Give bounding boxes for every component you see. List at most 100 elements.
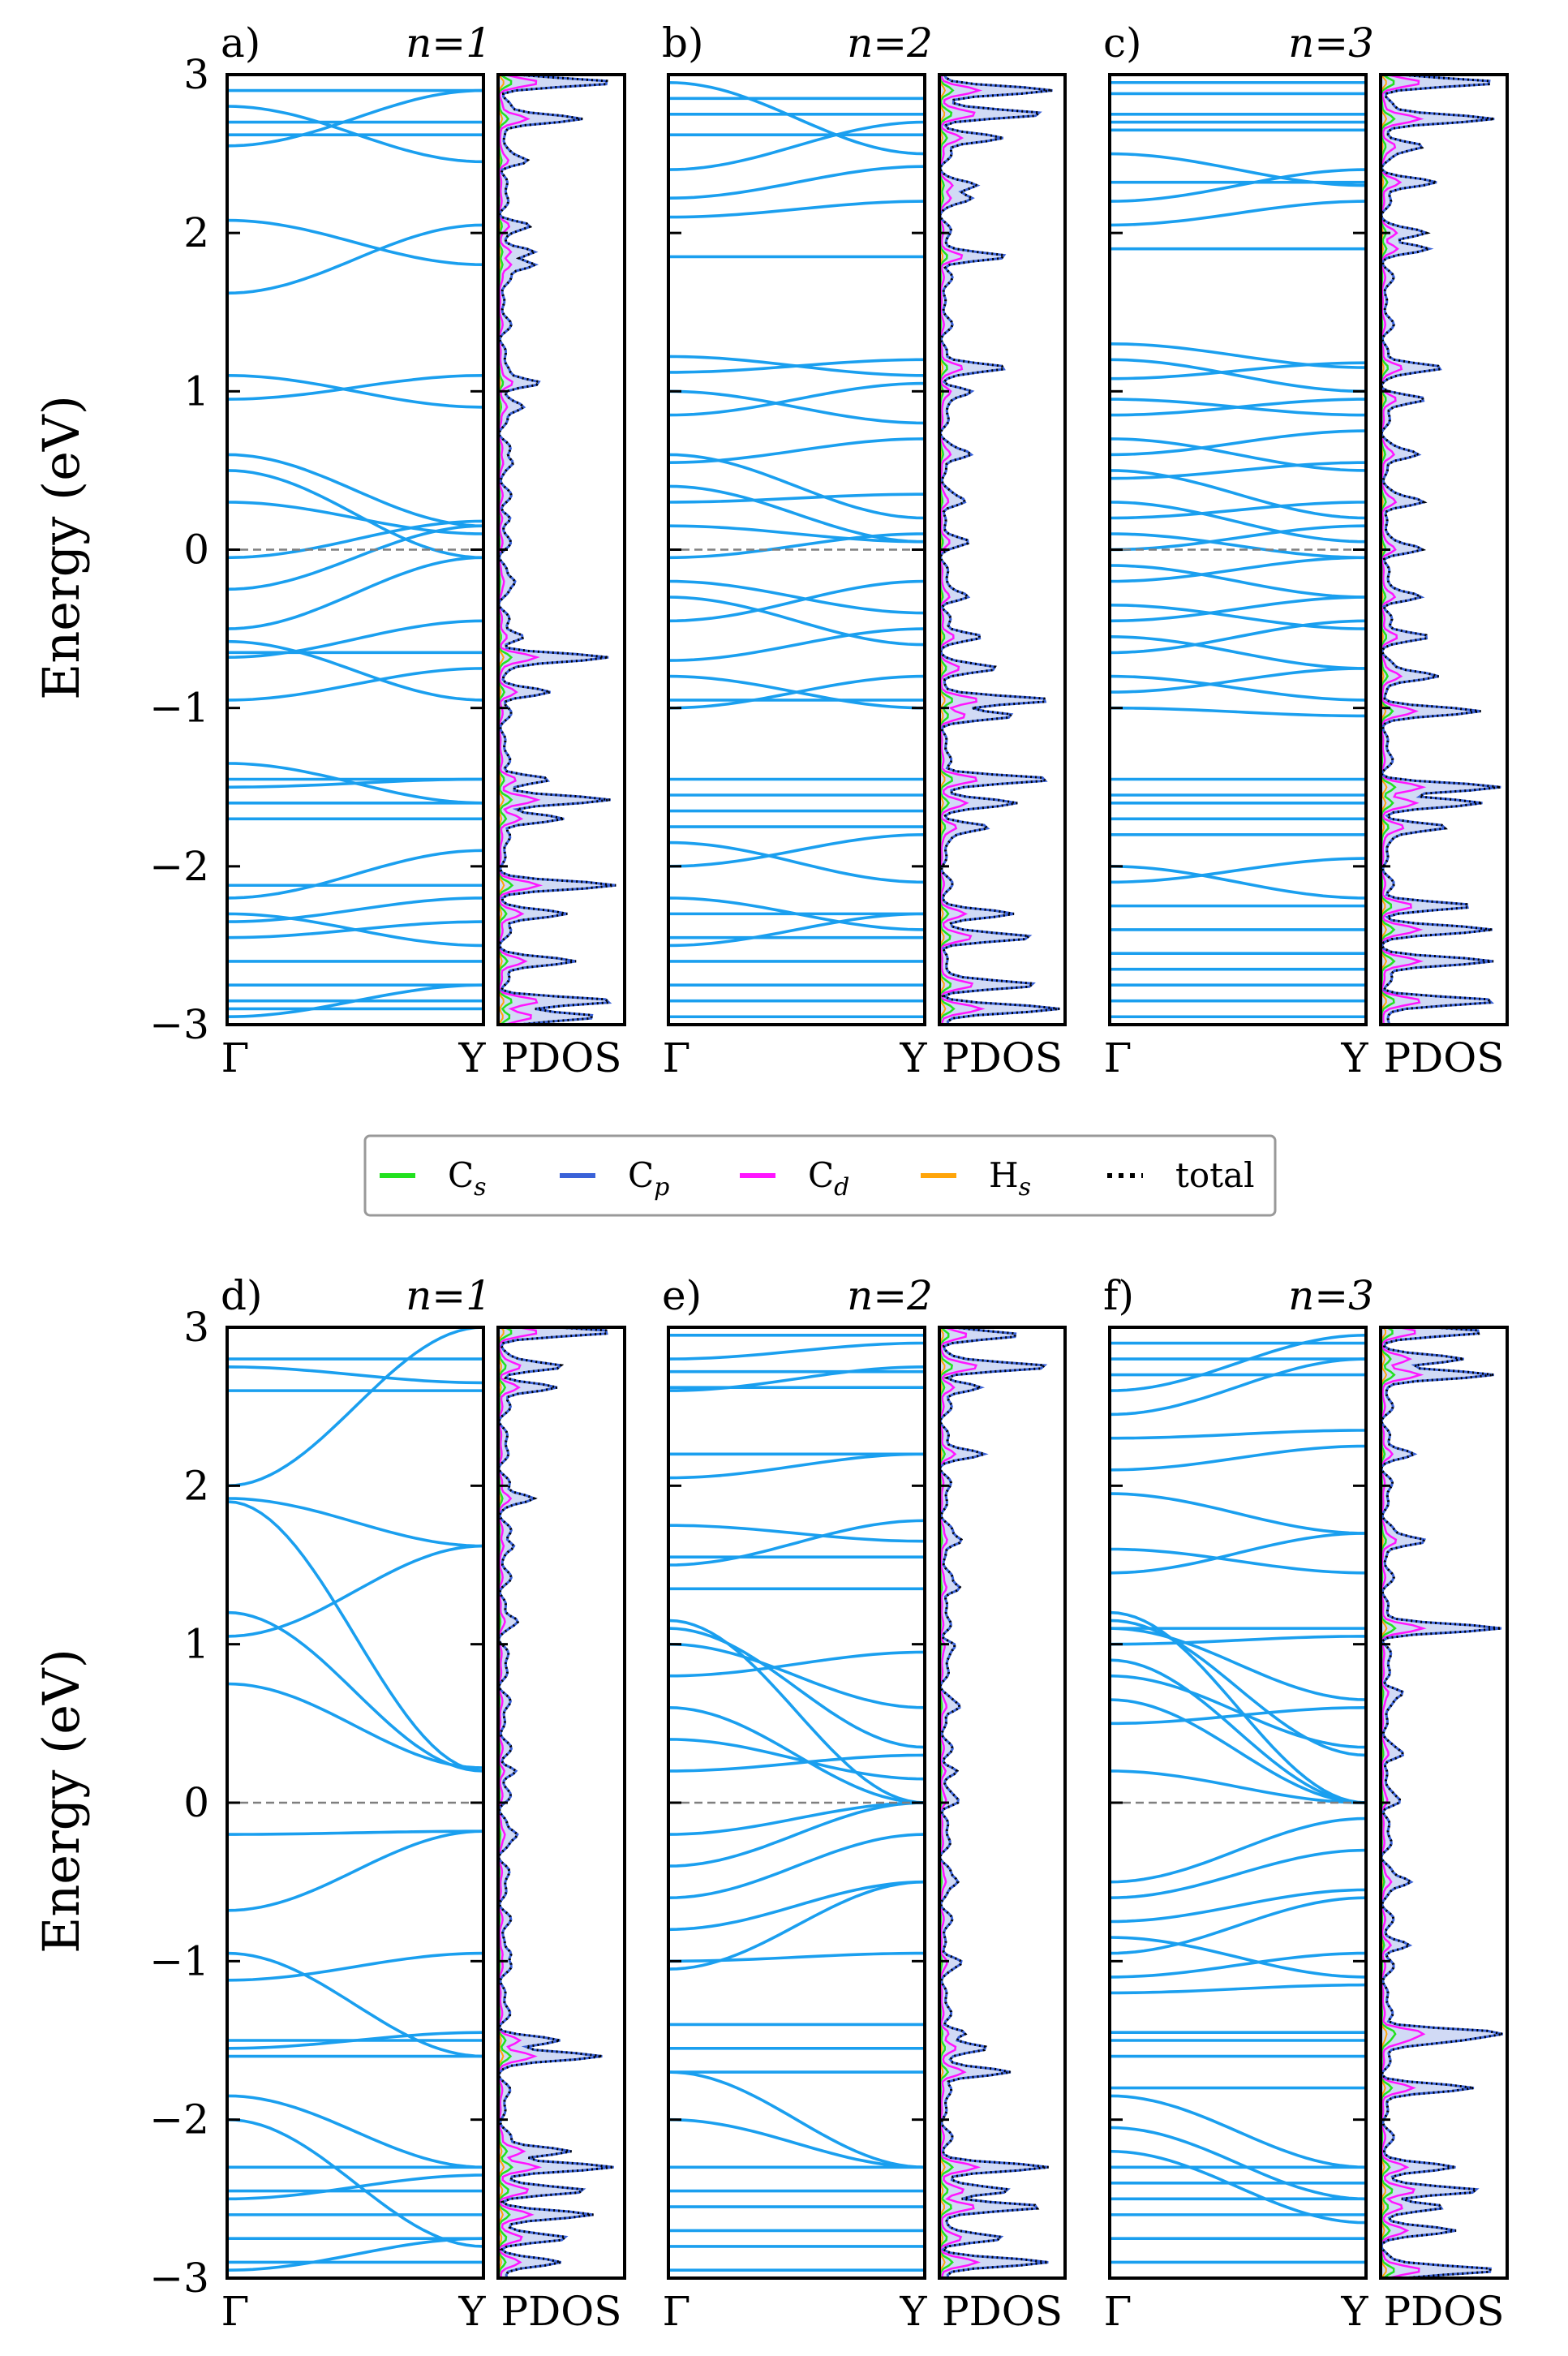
band-line xyxy=(1110,1334,1366,1392)
pdos-cp-line xyxy=(498,1327,614,2278)
band-line xyxy=(668,81,925,156)
band-line xyxy=(1110,1547,1366,1575)
pdos-total-line xyxy=(1381,75,1501,1025)
band-line xyxy=(668,200,925,219)
x-tick-label-gamma: Γ xyxy=(663,2288,691,2335)
band-line xyxy=(1110,342,1366,369)
band-line xyxy=(668,1341,925,1361)
band-lines xyxy=(668,81,925,1019)
band-line xyxy=(668,833,925,868)
y-tick-label: −2 xyxy=(149,2096,209,2143)
band-line xyxy=(1110,619,1366,655)
band-line xyxy=(227,218,483,266)
pdos-curves xyxy=(939,75,1060,1025)
band-line xyxy=(1110,635,1366,670)
band-line xyxy=(1110,461,1366,480)
band-line xyxy=(227,849,483,900)
panel-title: n=1 xyxy=(406,1272,492,1319)
band-line xyxy=(227,1327,483,1488)
x-tick-label-y: Y xyxy=(458,2288,486,2335)
band-line xyxy=(1110,1357,1366,1417)
band-line xyxy=(227,374,483,409)
band-line xyxy=(227,453,483,527)
pdos-curves xyxy=(1381,75,1501,1025)
band-line xyxy=(668,627,925,662)
band-line xyxy=(1110,2149,1366,2225)
band-line xyxy=(1110,2126,1366,2201)
band-line xyxy=(1110,1610,1366,1804)
y-axis-label-bottom: Energy (eV) xyxy=(32,1649,91,1954)
x-tick-label-gamma: Γ xyxy=(1104,2288,1132,2335)
band-line xyxy=(1110,358,1366,393)
band-line xyxy=(227,223,483,295)
x-tick-label-y: Y xyxy=(1340,1034,1368,1081)
band-line xyxy=(1110,1951,1366,1979)
band-line xyxy=(1110,1983,1366,1995)
y-axis-label: Energy (eV) xyxy=(32,395,91,700)
band-line xyxy=(1110,501,1366,544)
band-line xyxy=(668,1365,925,1392)
band-line xyxy=(668,1452,925,1480)
band-line xyxy=(1110,1816,1366,1884)
y-tick-label: 3 xyxy=(183,1304,209,1351)
band-line xyxy=(668,1619,925,1804)
band-line xyxy=(227,519,483,560)
pdos-curves xyxy=(498,75,616,1025)
band-line xyxy=(668,1753,925,1773)
pdos-xlabel: PDOS xyxy=(1384,1034,1505,1081)
band-line xyxy=(227,619,483,659)
panel-label: e) xyxy=(662,1272,702,1319)
band-lines xyxy=(227,88,483,1018)
band-line xyxy=(1110,595,1366,623)
band-line xyxy=(668,389,925,425)
legend-label-subscript: s xyxy=(474,1173,486,1202)
band-line xyxy=(1110,1492,1366,1535)
band-line xyxy=(227,1544,483,1638)
band-line xyxy=(668,1524,925,1543)
band-line xyxy=(1110,706,1366,718)
band-line xyxy=(668,484,925,544)
band-line xyxy=(668,1951,925,1963)
legend-label: total xyxy=(1175,1155,1255,1195)
pdos-xlabel: PDOS xyxy=(942,2288,1063,2335)
band-line xyxy=(227,1829,483,1836)
y-tick-label: −3 xyxy=(149,2255,209,2302)
legend-label-subscript: d xyxy=(834,1173,849,1202)
pdos-cp-line xyxy=(939,1327,1049,2278)
y-tick-label: −2 xyxy=(149,843,209,890)
y-tick-label: −3 xyxy=(149,1001,209,1048)
x-tick-label-gamma: Γ xyxy=(221,1034,250,1081)
band-line xyxy=(1110,556,1366,583)
y-tick-label: 0 xyxy=(183,527,209,574)
panel-label: a) xyxy=(221,19,260,67)
band-line xyxy=(1110,524,1366,552)
band-line xyxy=(1110,674,1366,702)
band-line xyxy=(227,88,483,148)
band-line xyxy=(227,1682,483,1769)
band-line xyxy=(668,1642,925,1709)
band-line xyxy=(1110,865,1366,900)
band-frame xyxy=(226,1326,485,2280)
pdos-frame xyxy=(938,73,1067,1026)
band-line xyxy=(227,469,483,560)
x-tick-label-y: Y xyxy=(1340,2288,1368,2335)
legend-frame xyxy=(363,1134,1277,1217)
band-line xyxy=(1110,469,1366,520)
band-line xyxy=(227,2094,483,2169)
panel-a: −3 −2 −1 0 1 2 3 Γ Y PDOS a) n=1 xyxy=(149,19,626,1081)
band-lines xyxy=(668,1333,925,2272)
band-line xyxy=(668,1519,925,1567)
band-line xyxy=(1110,361,1366,380)
panel-title: n=3 xyxy=(1288,1272,1374,1319)
band-line xyxy=(1110,1658,1366,1804)
band-line xyxy=(1110,437,1366,472)
band-line xyxy=(1110,429,1366,457)
band-line xyxy=(1110,1769,1366,1804)
band-line xyxy=(668,1880,925,1932)
y-tick-label: 1 xyxy=(183,368,209,415)
band-line xyxy=(668,1801,925,1868)
band-line xyxy=(668,532,925,560)
x-tick-label-y: Y xyxy=(899,2288,927,2335)
band-line xyxy=(227,2031,483,2050)
